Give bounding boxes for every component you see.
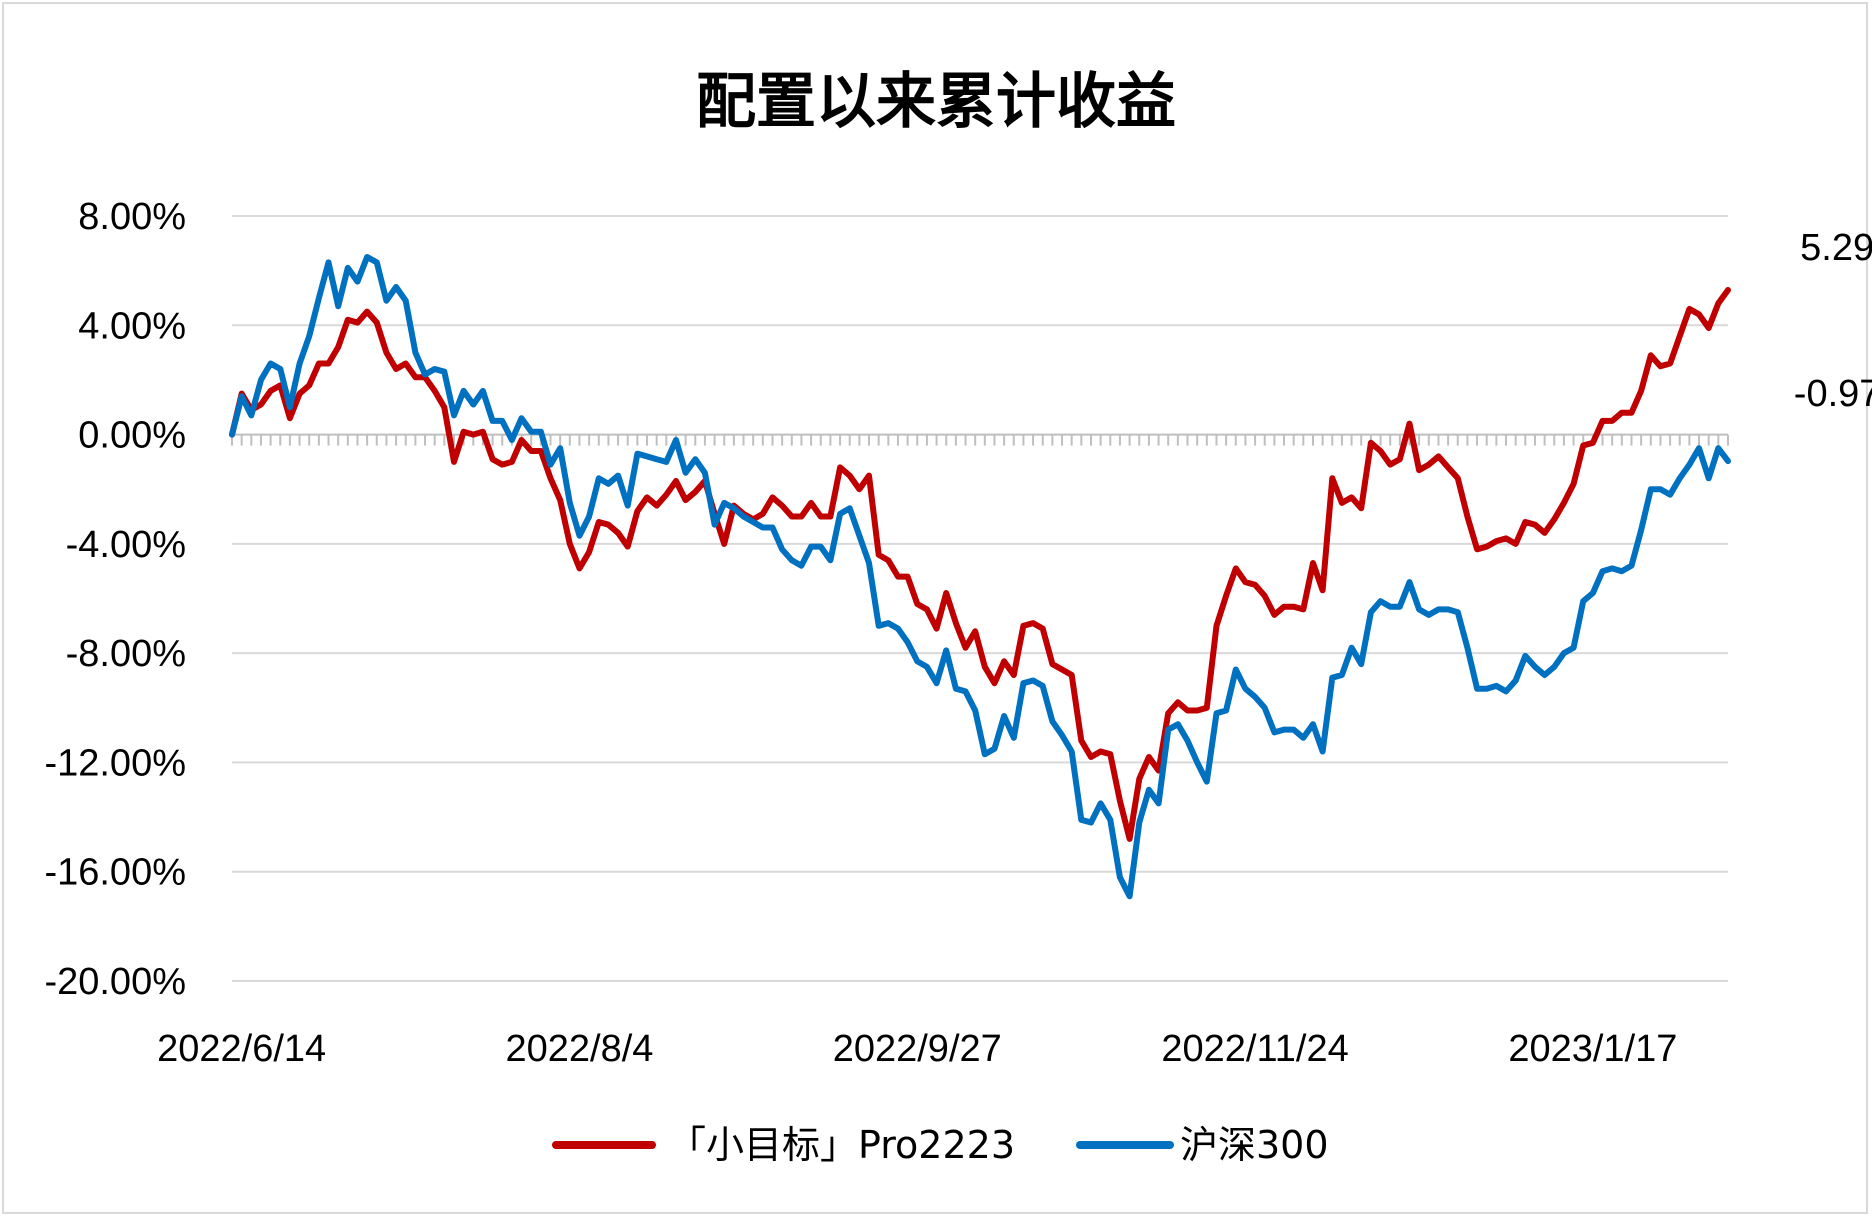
x-tick-label: 2023/1/17: [1508, 1028, 1677, 1070]
y-tick-label: -8.00%: [66, 633, 186, 675]
legend: 「小目标」Pro2223 沪深300: [552, 1123, 1329, 1167]
chart-title: 配置以来累计收益: [696, 67, 1176, 137]
x-tick-label: 2022/9/27: [833, 1028, 1002, 1070]
y-tick-label: -4.00%: [66, 524, 186, 566]
y-tick-label: -16.00%: [44, 852, 186, 894]
y-tick-label: 0.00%: [78, 415, 186, 457]
series-lines: [229, 254, 1731, 900]
end-value-labels: 5.29% -0.97%: [1794, 227, 1872, 415]
x-tick-label: 2022/8/4: [505, 1028, 653, 1070]
legend-label: 沪深300: [1180, 1123, 1329, 1167]
x-tick-label: 2022/11/24: [1161, 1028, 1348, 1070]
y-tick-label: -12.00%: [44, 742, 186, 784]
end-value-label: 5.29%: [1800, 227, 1872, 269]
y-tick-label: -20.00%: [44, 961, 186, 1003]
x-tick-label: 2022/6/14: [157, 1028, 326, 1070]
series-line-0: [229, 287, 1731, 842]
series-line-1: [229, 254, 1731, 900]
y-tick-label: 4.00%: [78, 305, 186, 347]
x-axis-tick-labels: 2022/6/14 2022/8/4 2022/9/27 2022/11/24 2023…: [157, 1028, 1677, 1070]
grid-lines: [231, 215, 1729, 982]
y-axis-tick-labels: 8.00% 4.00% 0.00% -4.00% -8.00% -12.00% -16.00…: [44, 196, 186, 1003]
y-tick-label: 8.00%: [78, 196, 186, 238]
legend-label: 「小目标」Pro2223: [668, 1123, 1015, 1167]
end-value-label: -0.97%: [1794, 373, 1872, 415]
